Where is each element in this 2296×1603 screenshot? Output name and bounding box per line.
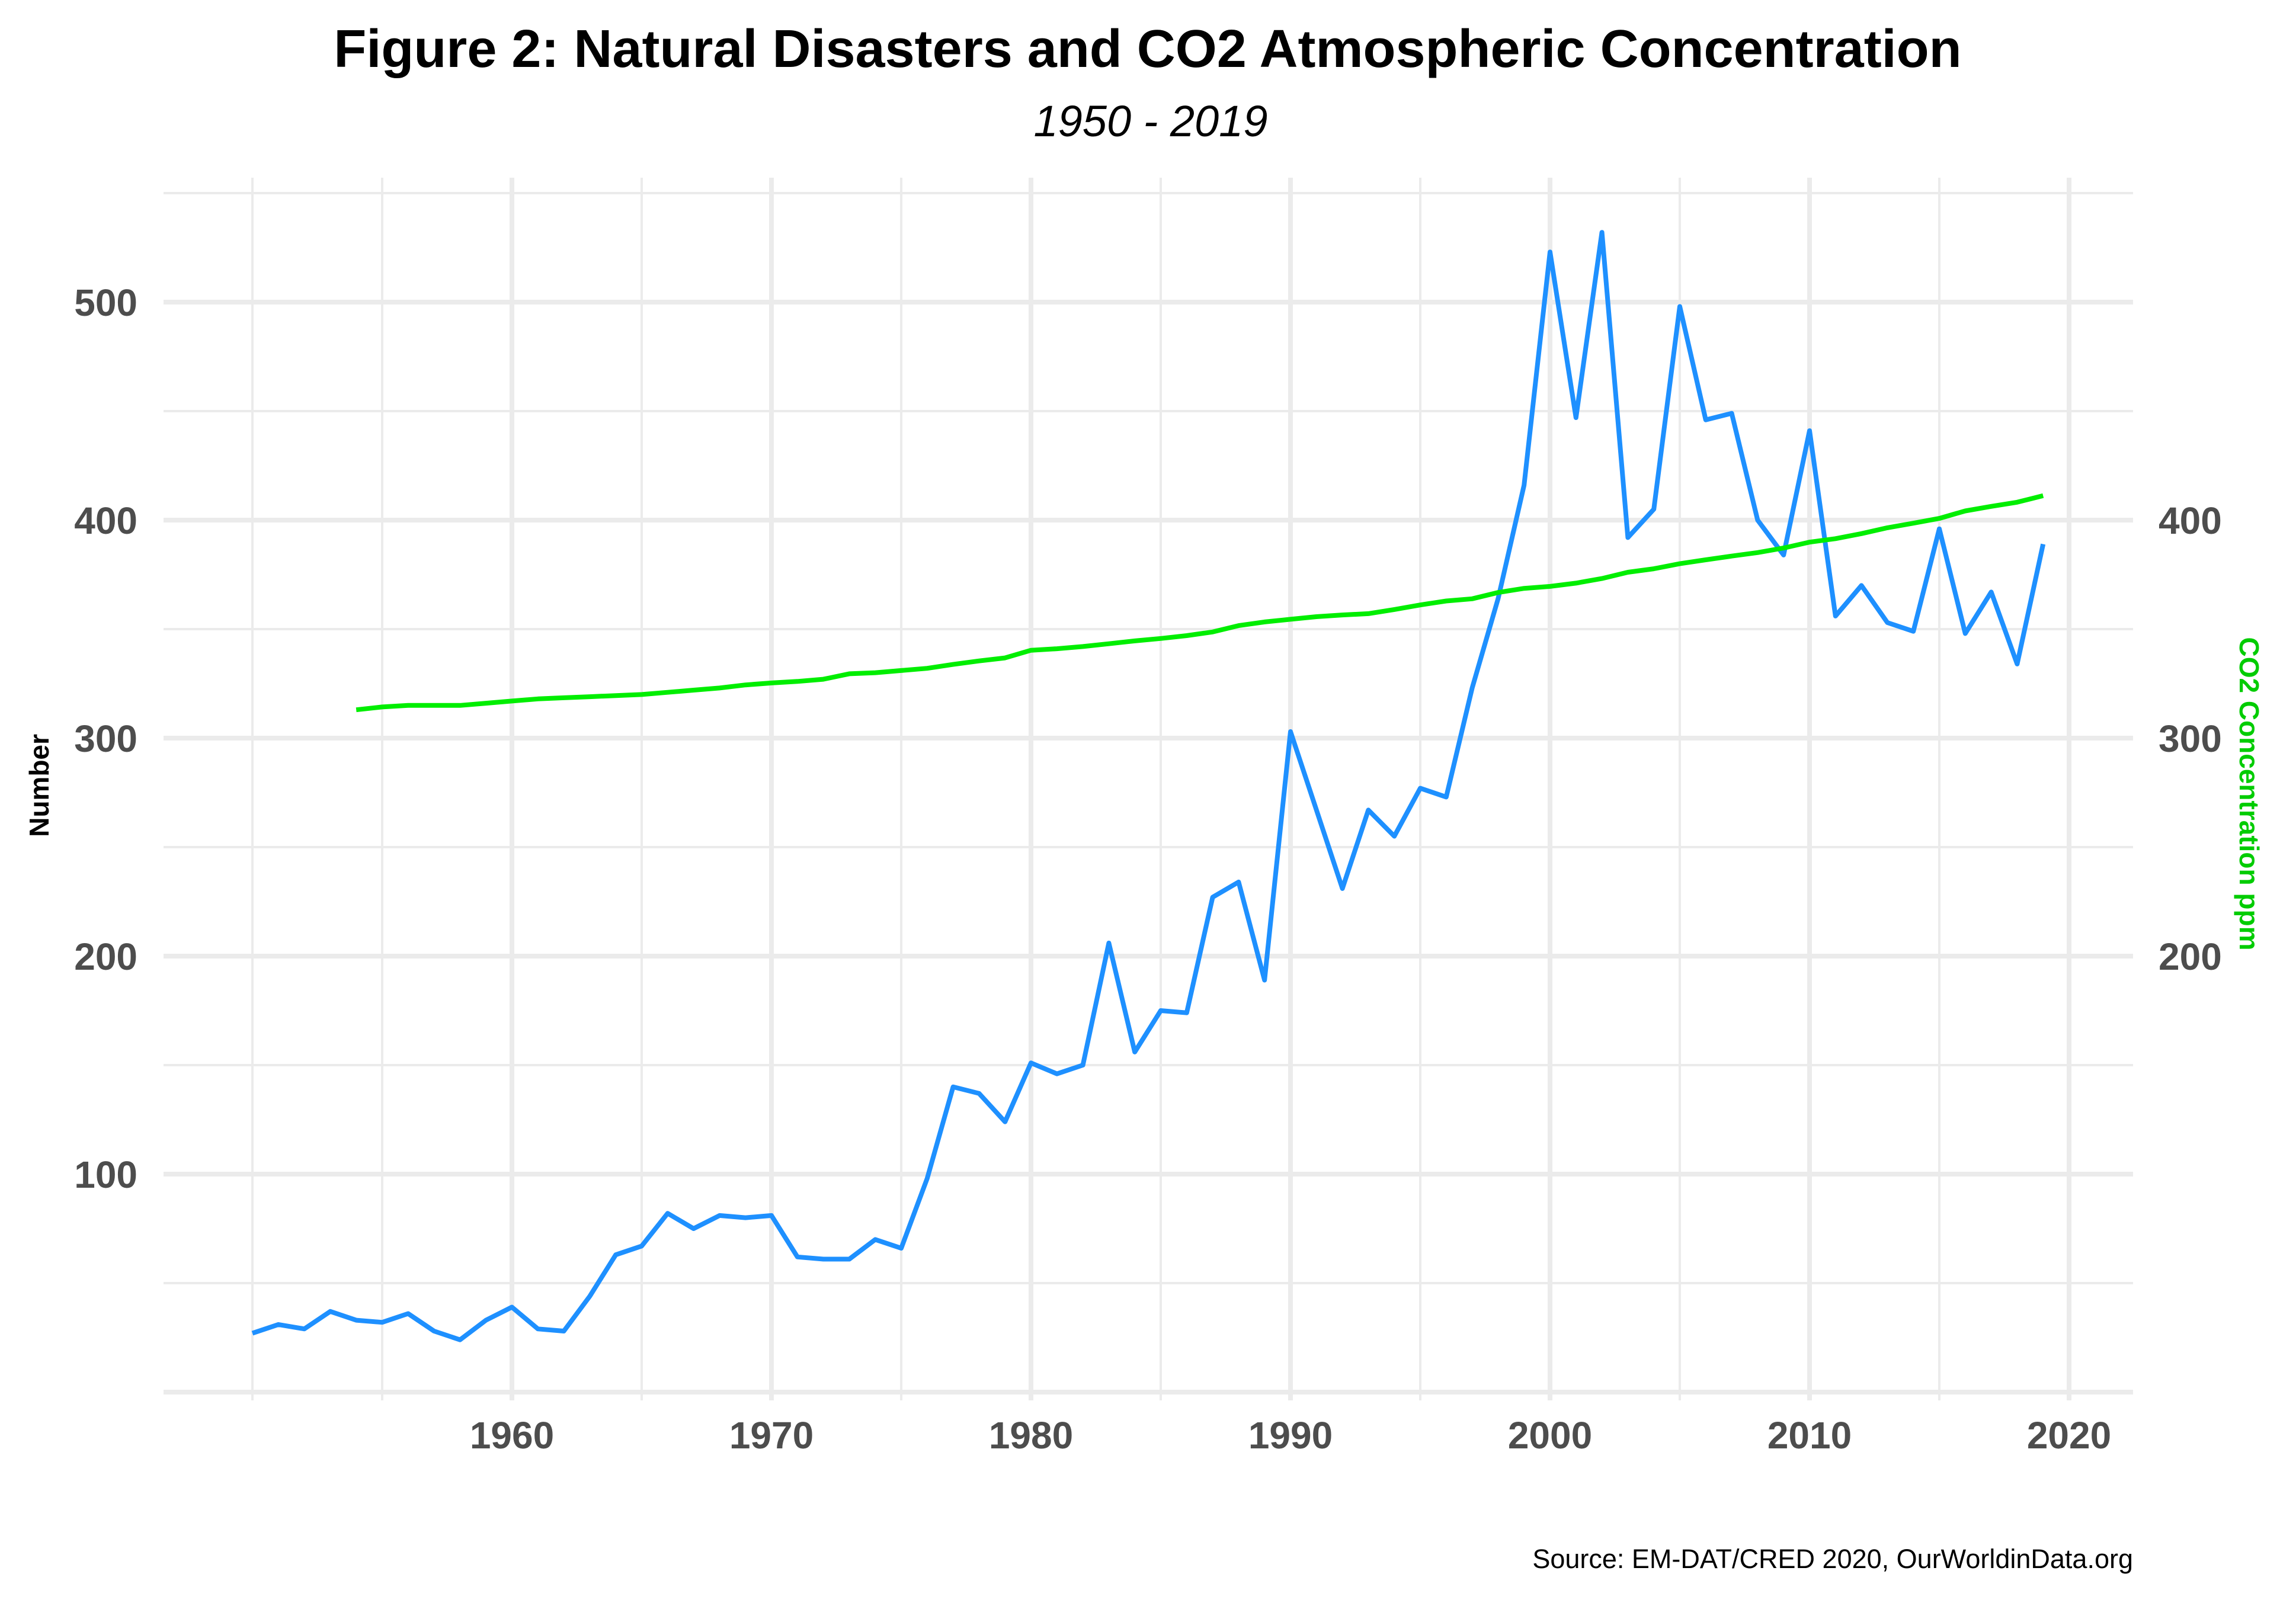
x-tick-label: 2010 <box>1767 1414 1852 1457</box>
series-line-disasters <box>251 230 2046 1342</box>
chart-title: Figure 2: Natural Disasters and CO2 Atmo… <box>334 20 1961 79</box>
y-tick-label: 400 <box>74 499 137 542</box>
x-tick-label: 1990 <box>1248 1414 1333 1457</box>
y2-tick-label: 400 <box>2159 499 2222 542</box>
y-tick-label: 300 <box>74 717 137 760</box>
source-caption: Source: EM-DAT/CRED 2020, OurWorldinData… <box>1532 1544 2133 1574</box>
y-tick-label: 500 <box>74 281 137 324</box>
grid-layer <box>164 178 2133 1400</box>
y2-axis-title: CO2 Concentration ppm <box>2234 637 2265 950</box>
y2-tick-label: 300 <box>2159 717 2222 760</box>
series-layer <box>251 230 2046 1342</box>
y-tick-label: 100 <box>74 1153 137 1196</box>
y-axis-title: Number <box>24 734 55 837</box>
x-tick-label: 1980 <box>989 1414 1073 1457</box>
x-tick-label: 2020 <box>2027 1414 2111 1457</box>
chart-subtitle: 1950 - 2019 <box>1033 97 1267 146</box>
x-tick-label: 2000 <box>1508 1414 1592 1457</box>
y-axis-left: 100 200 300 400 500 <box>74 281 137 1196</box>
x-tick-label: 1960 <box>470 1414 554 1457</box>
y-tick-label: 200 <box>74 935 137 978</box>
x-axis: 1960 1970 1980 1990 2000 2010 2020 <box>470 1414 2111 1457</box>
series-line-co2 <box>356 493 2044 713</box>
x-tick-label: 1970 <box>729 1414 814 1457</box>
y-axis-right: 200 300 400 <box>2159 499 2222 978</box>
y2-tick-label: 200 <box>2159 935 2222 978</box>
